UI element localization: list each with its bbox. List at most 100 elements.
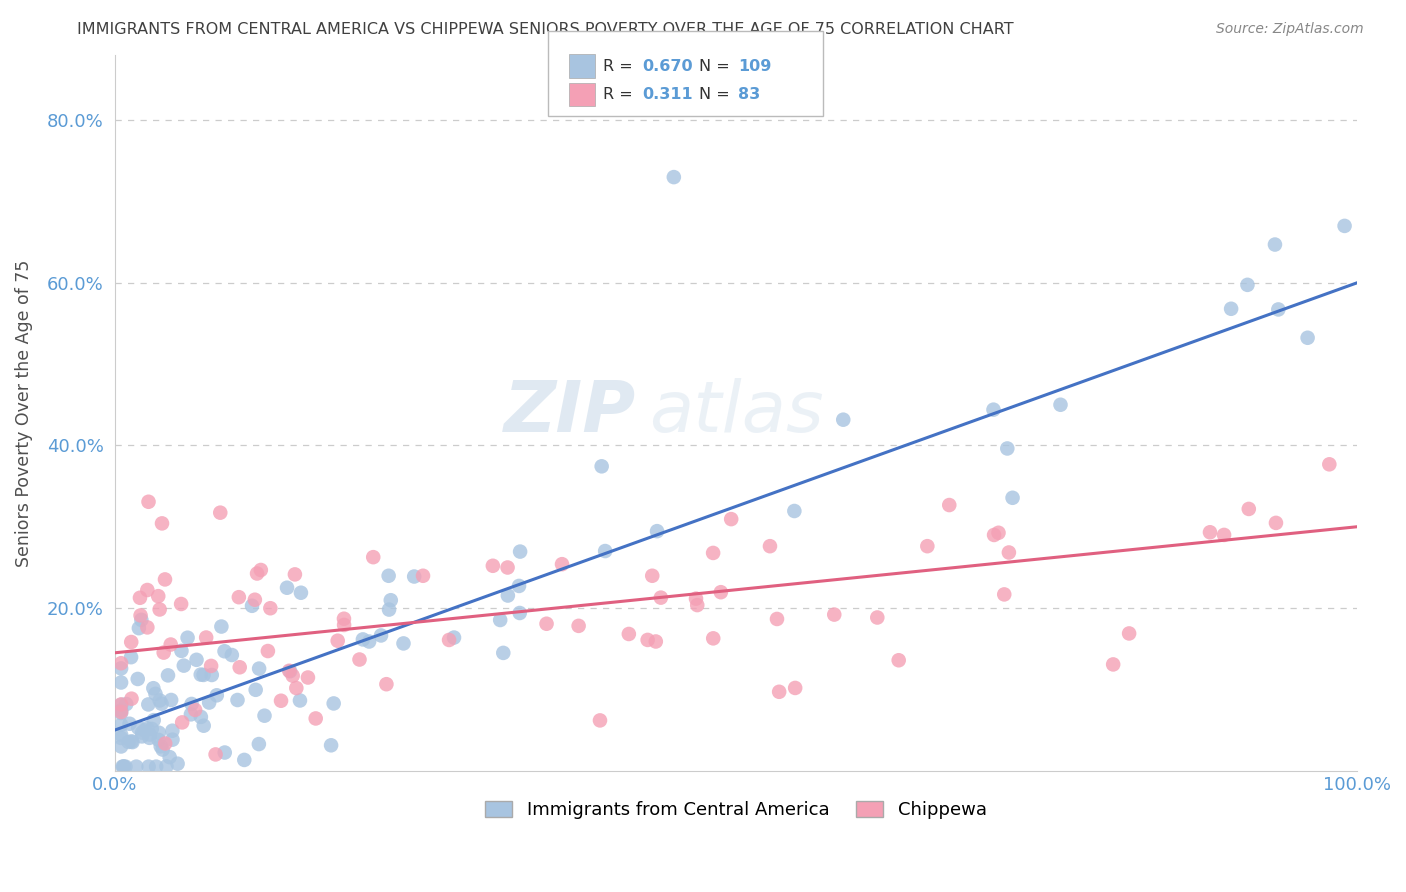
Point bbox=[551, 557, 574, 571]
Point bbox=[131, 613, 153, 627]
Point bbox=[987, 525, 1010, 540]
Point bbox=[589, 714, 612, 728]
Point bbox=[645, 524, 668, 538]
Point bbox=[110, 657, 132, 671]
Point bbox=[148, 733, 170, 747]
Point bbox=[136, 620, 159, 634]
Point bbox=[110, 739, 132, 754]
Point bbox=[186, 653, 208, 667]
Point bbox=[297, 671, 319, 685]
Point bbox=[617, 627, 640, 641]
Point bbox=[349, 652, 371, 666]
Point bbox=[136, 582, 159, 597]
Point bbox=[785, 681, 807, 695]
Point bbox=[214, 746, 236, 760]
Point bbox=[193, 668, 215, 682]
Point bbox=[184, 703, 207, 717]
Point bbox=[245, 682, 267, 697]
Point bbox=[214, 644, 236, 658]
Text: Source: ZipAtlas.com: Source: ZipAtlas.com bbox=[1216, 22, 1364, 37]
Point bbox=[110, 661, 132, 675]
Text: N =: N = bbox=[699, 59, 735, 73]
Point bbox=[118, 716, 141, 731]
Point bbox=[120, 650, 142, 665]
Point bbox=[326, 633, 349, 648]
Point bbox=[209, 506, 232, 520]
Point bbox=[153, 573, 176, 587]
Point bbox=[145, 687, 167, 701]
Point bbox=[110, 705, 132, 719]
Point bbox=[650, 591, 672, 605]
Point bbox=[370, 628, 392, 642]
Point bbox=[1236, 277, 1258, 292]
Point bbox=[111, 759, 134, 773]
Point bbox=[496, 589, 519, 603]
Point bbox=[110, 675, 132, 690]
Point bbox=[593, 544, 616, 558]
Point bbox=[702, 546, 724, 560]
Point bbox=[637, 632, 659, 647]
Point bbox=[180, 697, 202, 711]
Point bbox=[392, 636, 415, 650]
Point bbox=[866, 610, 889, 624]
Point bbox=[591, 459, 613, 474]
Point bbox=[159, 750, 181, 764]
Point bbox=[322, 697, 344, 711]
Point bbox=[766, 612, 789, 626]
Point bbox=[995, 442, 1018, 456]
Point bbox=[142, 681, 165, 696]
Point bbox=[136, 698, 159, 712]
Point bbox=[228, 590, 250, 604]
Text: ZIP: ZIP bbox=[505, 378, 637, 448]
Point bbox=[998, 545, 1021, 559]
Point bbox=[228, 660, 250, 674]
Point bbox=[270, 694, 292, 708]
Point bbox=[380, 593, 402, 607]
Point bbox=[1317, 458, 1340, 472]
Point bbox=[159, 638, 181, 652]
Point bbox=[375, 677, 398, 691]
Text: 109: 109 bbox=[738, 59, 772, 73]
Point bbox=[201, 668, 224, 682]
Point bbox=[134, 723, 156, 738]
Point bbox=[1237, 502, 1260, 516]
Point bbox=[644, 634, 666, 648]
Point bbox=[993, 587, 1015, 601]
Point bbox=[759, 539, 782, 553]
Point bbox=[176, 631, 198, 645]
Point bbox=[492, 646, 515, 660]
Text: R =: R = bbox=[603, 59, 638, 73]
Point bbox=[127, 721, 149, 735]
Point bbox=[180, 707, 202, 722]
Point bbox=[149, 739, 172, 754]
Point bbox=[125, 759, 148, 773]
Point bbox=[482, 558, 505, 573]
Point bbox=[319, 739, 342, 753]
Point bbox=[489, 613, 512, 627]
Point bbox=[150, 516, 173, 531]
Point bbox=[141, 722, 163, 736]
Point bbox=[190, 667, 212, 681]
Point bbox=[333, 612, 356, 626]
Point bbox=[278, 664, 301, 678]
Point bbox=[166, 756, 188, 771]
Point bbox=[1213, 528, 1236, 542]
Point bbox=[172, 715, 194, 730]
Point bbox=[1102, 657, 1125, 672]
Point bbox=[1049, 398, 1071, 412]
Point bbox=[377, 568, 399, 582]
Point bbox=[121, 734, 143, 748]
Point bbox=[285, 681, 308, 695]
Point bbox=[1118, 626, 1140, 640]
Point bbox=[508, 579, 530, 593]
Point bbox=[253, 708, 276, 723]
Point bbox=[437, 632, 460, 647]
Point bbox=[112, 759, 135, 773]
Point bbox=[361, 550, 384, 565]
Point bbox=[509, 606, 531, 620]
Point bbox=[243, 592, 266, 607]
Point bbox=[404, 569, 426, 583]
Text: 0.670: 0.670 bbox=[643, 59, 693, 73]
Point bbox=[443, 631, 465, 645]
Point bbox=[832, 413, 855, 427]
